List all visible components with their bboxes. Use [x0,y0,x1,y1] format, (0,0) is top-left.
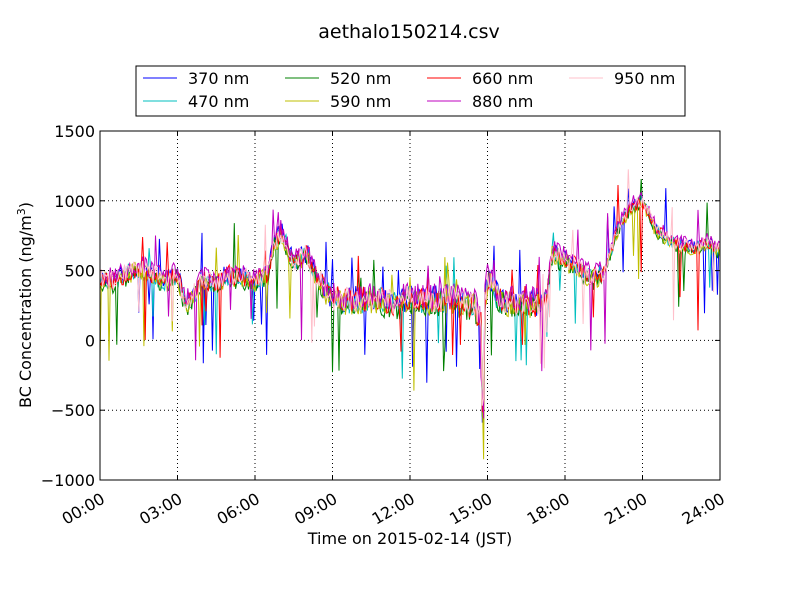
x-axis-title: Time on 2015-02-14 (JST) [307,529,512,548]
x-tick-label: 06:00 [214,489,263,529]
y-tick-label: −500 [51,401,95,420]
series-group [100,169,720,460]
legend: 370 nm 470 nm 520 nm 590 nm 660 nm 880 nm 950 … [135,65,686,117]
x-tick-label: 21:00 [601,489,650,529]
x-tick-label: 12:00 [369,489,418,529]
x-tick-label: 15:00 [446,489,495,529]
y-tick-label: 0 [85,331,95,350]
y-tick-label: −1000 [41,471,95,490]
y-axis-title-prefix: BC Concentration (ng/m [16,215,35,408]
legend-label: 590 nm [330,92,391,111]
gridlines [100,131,720,480]
y-tick-label: 500 [64,262,95,281]
y-axis-title: BC Concentration (ng/m3) [15,202,36,408]
legend-label: 520 nm [330,69,391,88]
legend-label: 880 nm [472,92,533,111]
legend-label: 660 nm [472,69,533,88]
plot-area: 00:00 03:00 06:00 09:00 12:00 15:00 18:00 21:00… [41,122,728,529]
y-tick-label: 1500 [54,122,95,141]
legend-label: 470 nm [188,92,249,111]
x-tick-label: 00:00 [59,489,108,529]
x-tick-label: 03:00 [136,489,185,529]
series-line-4 [100,199,720,460]
y-axis-title-superscript: 3 [15,208,28,215]
series-line-7 [100,169,720,406]
legend-label: 370 nm [188,69,249,88]
x-tick-label: 18:00 [524,489,573,529]
x-tick-label: 09:00 [291,489,340,529]
series-line-6 [100,190,720,419]
x-tick-label: 24:00 [679,489,728,529]
chart-title: aethalo150214.csv [318,21,500,43]
legend-frame [135,65,686,117]
legend-label: 950 nm [614,69,675,88]
y-tick-label: 1000 [54,192,95,211]
y-axis-title-suffix: ) [16,202,35,208]
